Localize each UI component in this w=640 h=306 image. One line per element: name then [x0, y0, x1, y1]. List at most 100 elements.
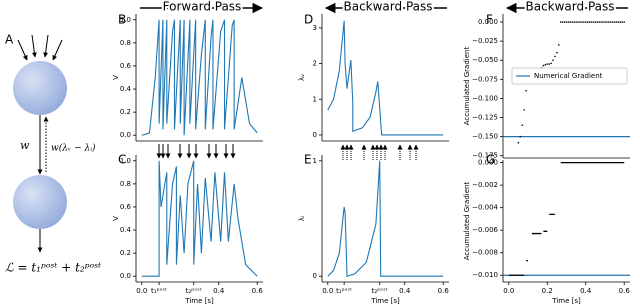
y-tick-label: −0.175 — [472, 152, 498, 160]
data-point — [604, 21, 606, 23]
x-axis-label: Time [s] — [370, 297, 400, 305]
y-tick-label: 1.0 — [120, 157, 131, 165]
input-arrow — [52, 39, 63, 61]
header: Backward Pass — [525, 0, 614, 14]
y-tick-label: −0.075 — [472, 75, 498, 83]
y-tick-label: 3 — [313, 24, 317, 32]
y-tick-label: 0.0 — [120, 131, 131, 139]
y-axis-label: V — [112, 216, 120, 221]
data-point — [575, 21, 577, 23]
chart-panel: 0.0 0.2 0.4 0.6 0.8 1.0 0.0 t₁ᵖᵒˢᵗ t₂ᵖᵒˢᵗ 0.4 0.6 T… — [112, 155, 263, 305]
y-tick-label: 0 — [313, 131, 317, 139]
y-tick-label: 0.6 — [120, 203, 132, 211]
data-point — [561, 21, 564, 23]
data-point — [552, 59, 554, 62]
y-axis-label: λᵢ — [298, 216, 306, 221]
x-tick-label: t₂ᵖᵒˢᵗ — [186, 287, 202, 295]
x-tick-label: t₂ᵖᵒˢᵗ — [372, 287, 388, 295]
panel-label: C — [118, 153, 126, 167]
chart-panel: 0.000 −0.002 −0.004 −0.006 −0.008 −0.010 0.0 0.… — [463, 159, 630, 305]
x-tick-label: t₁ᵖᵒˢᵗ — [336, 287, 352, 295]
data-point — [569, 21, 572, 23]
data-point — [517, 141, 520, 144]
y-tick-label: −0.010 — [472, 271, 498, 279]
y-axis-label: λᵥ — [298, 74, 306, 81]
input-arrow — [31, 34, 37, 58]
input-arrow — [43, 34, 49, 58]
chart-panel: 0 1 2 3 λᵥ — [298, 14, 449, 142]
data-point — [519, 135, 522, 138]
data-point — [596, 21, 599, 23]
data-point — [588, 21, 591, 23]
data-point — [609, 21, 612, 23]
y-tick-label: 0.8 — [120, 180, 131, 188]
x-axis-label: Time [s] — [551, 297, 581, 305]
data-point — [592, 21, 595, 23]
data-point — [602, 21, 604, 23]
data-point — [598, 21, 601, 23]
x-tick-label: 0.6 — [252, 287, 264, 295]
chart-panel: 0 1 0.0 t₁ᵖᵒˢᵗ t₂ᵖᵒˢᵗ 0.4 0.6 Time [s] λᵢ — [298, 155, 449, 305]
legend-box — [511, 67, 628, 85]
y-tick-label: 0 — [313, 272, 317, 280]
y-tick-label: −0.100 — [472, 94, 498, 102]
panel-label: E — [304, 153, 312, 167]
data-point — [556, 51, 558, 54]
y-tick-label: 0.000 — [478, 159, 498, 167]
y-tick-label: 0.000 — [478, 18, 498, 26]
y-tick-label: 0.4 — [120, 226, 132, 234]
data-point — [565, 21, 568, 23]
data-point — [521, 124, 524, 126]
y-tick-label: 0.8 — [120, 39, 131, 47]
data-point — [542, 64, 545, 67]
data-point — [554, 55, 556, 58]
y-tick-label: −0.025 — [472, 37, 498, 45]
data-line — [508, 161, 625, 276]
y-axis-label: Accumulated Gradient — [463, 47, 471, 126]
data-point — [617, 21, 620, 23]
y-tick-label: −0.004 — [472, 204, 498, 212]
x-tick-label: 0.0 — [136, 287, 147, 295]
neuron — [13, 175, 67, 229]
x-tick-label: 0.0 — [503, 287, 514, 295]
data-point — [623, 21, 626, 23]
header: Forward Pass — [163, 0, 242, 14]
data-point — [571, 21, 574, 23]
update-label: w(λᵥ − λᵢ) — [51, 143, 96, 154]
y-tick-label: 0.0 — [120, 272, 131, 280]
data-point — [611, 21, 614, 23]
panel-label: G — [486, 153, 495, 167]
data-point — [550, 62, 552, 65]
chart-panel: 0.000 −0.025 −0.050 −0.075 −0.100 −0.125 −0.15… — [463, 14, 630, 160]
data-point — [613, 21, 616, 23]
y-tick-label: −0.002 — [472, 181, 498, 189]
data-point — [594, 21, 597, 23]
neuron-diagram: w w(λᵥ − λᵢ) ℒ = t₁ᵖᵒˢᵗ + t₂ᵖᵒˢᵗ — [5, 34, 101, 275]
y-tick-label: 0.2 — [120, 108, 131, 116]
data-point — [546, 63, 549, 65]
x-tick-label: 0.4 — [580, 287, 592, 295]
y-axis-label: V — [112, 75, 120, 80]
x-tick-label: 0.4 — [213, 287, 225, 295]
data-point — [558, 44, 560, 46]
data-point — [619, 21, 622, 23]
data-point — [583, 21, 585, 23]
data-point — [621, 21, 624, 23]
data-point — [586, 21, 589, 23]
x-tick-label: t₁ᵖᵒˢᵗ — [151, 287, 167, 295]
panel-label: D — [304, 13, 313, 27]
header: Backward Pass — [343, 0, 432, 14]
data-point — [523, 109, 525, 111]
data-point — [606, 21, 608, 23]
data-point — [525, 89, 527, 92]
x-tick-label: 0.4 — [399, 287, 411, 295]
y-tick-label: −0.150 — [472, 133, 498, 141]
y-tick-label: 1.0 — [120, 16, 131, 24]
y-tick-label: 2 — [313, 60, 317, 68]
y-tick-label: −0.008 — [472, 249, 498, 257]
data-line — [141, 160, 258, 277]
y-tick-label: 0.2 — [120, 249, 131, 257]
data-point — [590, 21, 593, 23]
data-point — [581, 21, 583, 23]
headers: Forward Pass Backward Pass Backward Pass — [140, 0, 628, 16]
